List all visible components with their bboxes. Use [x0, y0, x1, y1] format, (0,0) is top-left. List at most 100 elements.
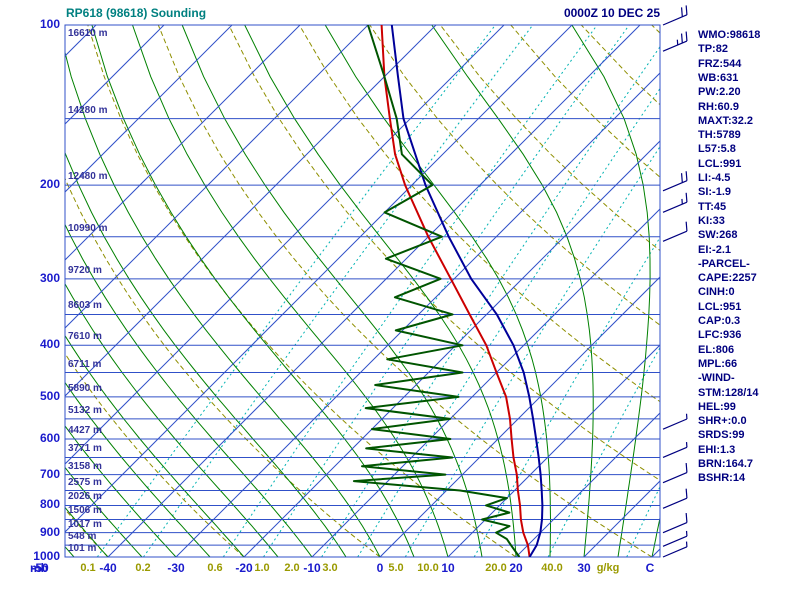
dry-adiabat-line: [580, 25, 660, 106]
index-line: EI:-2.1: [698, 243, 732, 256]
isotherm-line: [65, 25, 165, 125]
index-line: WB:631: [698, 71, 739, 84]
isotherm-line: [65, 25, 505, 465]
isotherm-line: [583, 480, 660, 557]
height-label: 16610 m: [68, 28, 108, 39]
isotherm-line: [65, 25, 233, 193]
temp-tick-label: 0: [376, 561, 384, 575]
pressure-tick-label: 700: [39, 466, 60, 481]
index-line: SRDS:99: [698, 429, 745, 442]
isotherm-line: [243, 140, 660, 557]
index-line: MPL:66: [698, 357, 738, 370]
moist-adiabat-line: [431, 25, 594, 557]
index-line: PW:2.20: [698, 86, 741, 99]
index-line: SW:268: [698, 229, 738, 242]
index-line: LCL:951: [698, 300, 742, 313]
height-label: 14280 m: [68, 104, 108, 116]
isotherm-line: [65, 25, 301, 261]
dewpoint-curve: [352, 25, 521, 557]
isotherm-line: [65, 25, 369, 329]
wind-barb: [662, 5, 688, 26]
mixing-ratio-line: [473, 236, 660, 557]
index-line: -PARCEL-: [698, 257, 750, 270]
moist-adiabat-line: [91, 25, 415, 557]
plot-gridlines: [0, 25, 660, 557]
moist-adiabat-line: [181, 25, 483, 557]
mixing-ratio-line: [96, 25, 496, 557]
isotherm-line: [447, 344, 660, 557]
index-line: HEL:99: [698, 400, 736, 413]
height-label: 6711 m: [68, 358, 102, 370]
height-label: 12480 m: [68, 171, 108, 183]
temp-tick-label: 30: [577, 561, 591, 575]
mixing-ratio-tick-label: 20.0: [485, 562, 507, 574]
pressure-tick-label: 300: [39, 270, 60, 285]
mixing-ratio-unit-label: g/kg: [596, 562, 620, 574]
index-line: -WIND-: [698, 372, 735, 385]
index-line: TT:45: [698, 200, 727, 213]
parcel-curve: [390, 25, 544, 557]
index-line: EL:806: [698, 343, 735, 356]
mixing-ratio-line: [263, 25, 630, 557]
index-line: SI:-1.9: [698, 186, 732, 199]
pressure-tick-label: 100: [39, 17, 60, 31]
height-label: 7610 m: [68, 331, 102, 343]
mixing-ratio-tick-label: 3.0: [322, 562, 338, 574]
plot-frame: [64, 24, 661, 558]
wind-barb: [662, 31, 688, 52]
pressure-unit-label: mb: [30, 561, 48, 575]
isotherm-line: [379, 276, 660, 557]
index-line: CAPE:2257: [698, 272, 757, 285]
moist-adiabat-line: [0, 25, 6, 557]
mixing-ratio-tick-label: 2.0: [284, 562, 300, 574]
temp-tick-label: -50: [31, 561, 49, 575]
index-line: LI:-4.5: [698, 172, 731, 184]
index-line: MAXT:32.2: [698, 114, 754, 127]
isotherm-line: [65, 25, 437, 397]
mixing-ratio-line: [142, 25, 534, 557]
height-label: 3771 m: [68, 443, 102, 455]
height-label: 5132 m: [68, 404, 102, 416]
temperature-curve: [380, 25, 531, 557]
index-line: STM:128/14: [698, 386, 759, 399]
isotherm-line: [515, 412, 660, 557]
wind-barb: [662, 530, 688, 547]
isotherm-line: [65, 25, 573, 533]
temp-tick-label: 20: [509, 561, 523, 575]
height-label: 3158 m: [68, 460, 102, 472]
mixing-ratio-tick-label: 0.6: [207, 562, 223, 574]
height-label: 9720 m: [68, 264, 102, 276]
index-line: CAP:0.3: [698, 315, 741, 327]
index-line: FRZ:544: [698, 57, 742, 70]
isotherm-line: [311, 208, 660, 557]
pressure-tick-label: 200: [39, 177, 60, 192]
wind-barb: [662, 221, 688, 242]
height-label: 10990 m: [68, 222, 108, 234]
temp-tick-label: -40: [99, 561, 117, 575]
height-label: 1017 m: [68, 518, 102, 530]
temp-unit-label: C: [645, 561, 655, 575]
index-line: WMO:98618: [698, 29, 761, 41]
pressure-tick-label: 400: [39, 337, 60, 352]
pressure-tick-label: 600: [39, 430, 60, 445]
wind-barb: [662, 488, 688, 509]
index-line: TH:5789: [698, 129, 741, 142]
moist-adiabat-line: [571, 25, 651, 557]
mixing-ratio-tick-label: 1.0: [254, 562, 270, 574]
wind-barb: [662, 513, 688, 534]
wind-barb: [662, 413, 688, 430]
index-line: LCL:991: [698, 157, 742, 170]
mixing-ratio-tick-label: 0.1: [80, 562, 96, 574]
sounding-datetime: 0000Z 10 DEC 25: [563, 6, 660, 20]
wind-barbs: [662, 5, 688, 558]
isotherm-line: [107, 25, 641, 557]
height-label: 5890 m: [68, 382, 102, 394]
height-label: 548 m: [68, 531, 97, 543]
mixing-ratio-tick-label: 40.0: [541, 562, 563, 574]
height-label: 2026 m: [68, 491, 102, 503]
temp-tick-label: -10: [303, 561, 321, 575]
mixing-ratio-line: [547, 346, 660, 557]
index-line: BRN:164.7: [698, 458, 754, 470]
